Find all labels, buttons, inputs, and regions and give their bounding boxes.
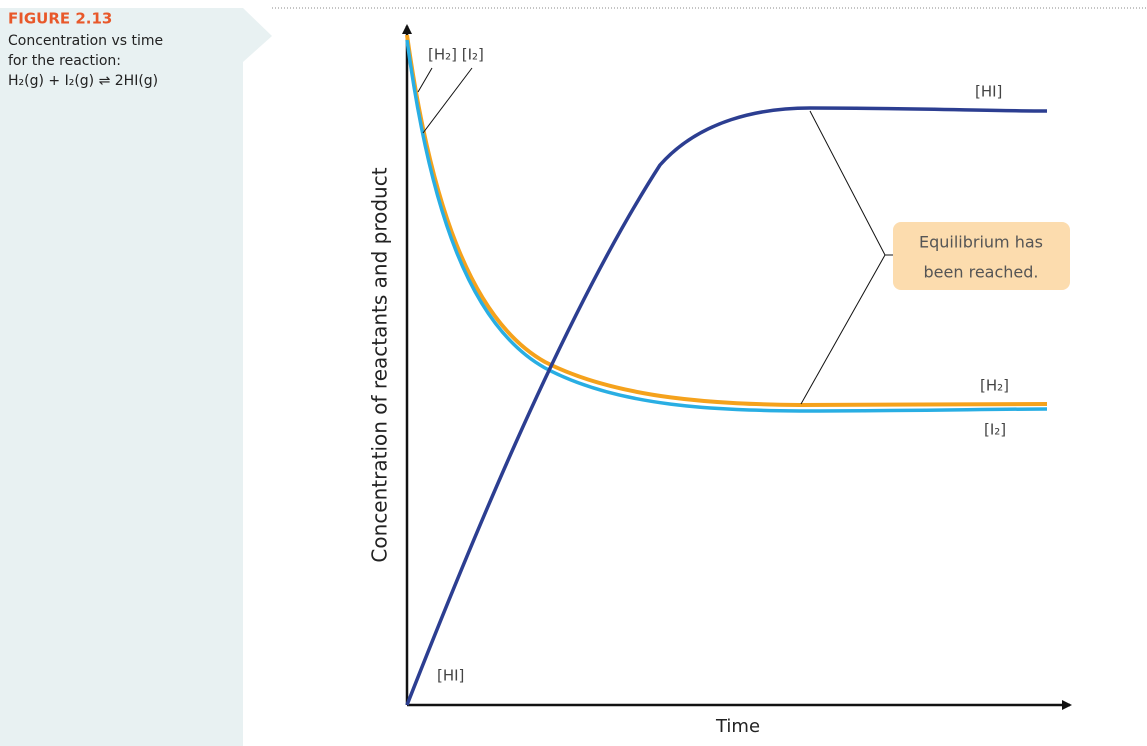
annotation-line: Equilibrium has xyxy=(919,233,1043,252)
end-label: [HI] xyxy=(975,83,1002,101)
i2-curve xyxy=(405,39,1048,413)
end-label: [I₂] xyxy=(984,421,1006,439)
sidebar-pointer xyxy=(243,8,272,62)
h2-curve xyxy=(405,34,1048,408)
start-label: [HI] xyxy=(437,667,464,685)
caption-line: Concentration vs time xyxy=(8,33,163,49)
x-axis-label: Time xyxy=(715,716,760,737)
annotation-box xyxy=(893,222,1070,290)
leader-line xyxy=(417,67,433,93)
leader-line xyxy=(422,67,473,134)
figure-label: FIGURE 2.13 xyxy=(8,10,112,28)
leader-line xyxy=(809,110,886,256)
hi-curve xyxy=(405,106,1048,706)
sidebar xyxy=(0,8,243,746)
start-label: [H₂] [I₂] xyxy=(428,46,484,64)
caption-line: for the reaction: xyxy=(8,53,121,69)
annotation-line: been reached. xyxy=(924,263,1039,282)
y-axis-label: Concentration of reactants and product xyxy=(368,167,392,562)
end-label: [H₂] xyxy=(980,377,1009,395)
leader-line xyxy=(800,254,886,405)
caption-line: H₂(g) + I₂(g) ⇌ 2HI(g) xyxy=(8,73,158,89)
